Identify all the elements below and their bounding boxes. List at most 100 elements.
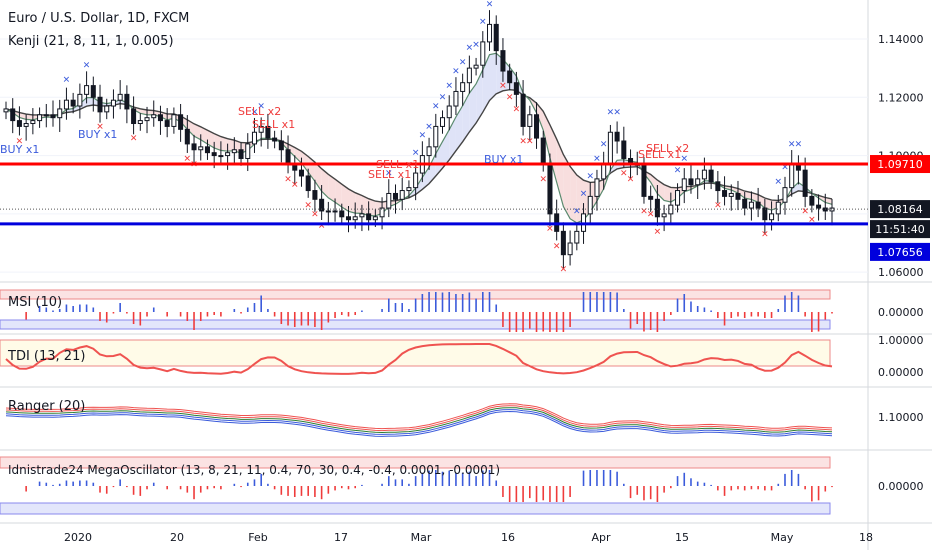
- cloud-segment: [26, 114, 33, 120]
- candle: [802, 157, 808, 208]
- buy-marker: ✕: [472, 41, 480, 51]
- buy-marker: ✕: [251, 108, 259, 118]
- buy-marker: ✕: [459, 58, 467, 68]
- ranger-line: [5, 409, 833, 435]
- candle: [265, 113, 271, 149]
- candle: [151, 100, 157, 127]
- candle: [43, 103, 49, 128]
- candle: [57, 99, 63, 132]
- candle-body: [453, 90, 459, 107]
- candle: [16, 106, 22, 136]
- candle: [204, 139, 210, 160]
- candle: [386, 179, 392, 218]
- buy-marker: ✕: [593, 154, 601, 164]
- candle: [534, 102, 540, 149]
- buy-marker: ✕: [432, 102, 440, 112]
- cloud-segment: [220, 136, 228, 152]
- svg-text:1.08164: 1.08164: [877, 203, 923, 216]
- candle-body: [722, 190, 728, 197]
- tdi-tick: 1.00000: [878, 334, 924, 347]
- candle-body: [104, 105, 110, 113]
- candle-body: [762, 207, 768, 221]
- candle: [614, 121, 620, 154]
- resistance-tag: 1.09710: [870, 155, 930, 174]
- candle-body: [500, 50, 506, 72]
- candle: [178, 103, 184, 142]
- candle-body: [272, 137, 278, 142]
- candle-body: [339, 210, 345, 218]
- candle-body: [352, 216, 358, 221]
- cloud-segment: [207, 130, 215, 148]
- time-axis[interactable]: 2020 20 Feb 17 Mar 16 Apr 15 May 18: [64, 531, 873, 544]
- buy-marker: ✕: [795, 140, 803, 150]
- candle-body: [70, 99, 76, 107]
- candle-body: [513, 82, 519, 95]
- candle-body: [319, 198, 325, 212]
- candle: [3, 101, 9, 120]
- sell-marker: ✕: [647, 210, 655, 220]
- candle-body: [446, 105, 452, 119]
- candle: [500, 38, 506, 82]
- candle-body: [769, 213, 775, 221]
- cloud-segment: [335, 179, 342, 208]
- candle-body: [184, 128, 190, 145]
- tdi-band: [0, 339, 831, 367]
- candle-body: [413, 172, 419, 189]
- buy-marker: ✕: [385, 169, 393, 179]
- sell-marker: ✕: [304, 201, 312, 211]
- candle-body: [110, 99, 116, 107]
- candle: [164, 108, 170, 138]
- candle: [520, 80, 526, 136]
- candle: [84, 71, 90, 104]
- candle-body: [607, 131, 613, 165]
- candle-body: [701, 169, 707, 180]
- candle-body: [540, 137, 546, 165]
- ranger-line: [5, 410, 833, 437]
- candle-body: [782, 187, 788, 203]
- candle-body: [251, 131, 257, 145]
- candle: [587, 182, 593, 223]
- candle: [675, 183, 681, 213]
- candle: [762, 199, 768, 234]
- cloud-segment: [147, 109, 154, 115]
- buy-marker: ✕: [452, 67, 460, 77]
- indicator-legend: Kenji (21, 8, 11, 1, 0.005): [8, 34, 174, 49]
- sell-marker: ✕: [16, 137, 24, 147]
- candle-body: [124, 93, 130, 110]
- candle-body: [312, 190, 318, 200]
- candle: [171, 107, 177, 134]
- buy-marker: ✕: [425, 122, 433, 132]
- buy-label: BUY x1: [484, 153, 523, 166]
- candle-body: [775, 201, 781, 215]
- candle-body: [695, 178, 701, 186]
- x-tick: 15: [675, 531, 689, 544]
- candle: [157, 105, 163, 135]
- buy-marker: ✕: [586, 172, 594, 182]
- candle-body: [567, 242, 573, 256]
- candle: [258, 117, 264, 147]
- candle-body: [231, 149, 237, 154]
- candle-body: [204, 146, 210, 154]
- candle: [480, 31, 486, 78]
- chart-title: Euro / U.S. Dollar, 1D, FXCM: [8, 11, 189, 26]
- cloud-segment: [429, 153, 436, 184]
- candle-body: [735, 192, 741, 200]
- buy-label: BUY x1: [78, 128, 117, 141]
- oscillators: [5, 292, 833, 502]
- candle: [90, 76, 96, 112]
- cloud-segment: [455, 105, 463, 151]
- candle-body: [466, 67, 472, 84]
- candle-body: [534, 114, 540, 139]
- slow-average-line: [5, 88, 833, 203]
- candle: [453, 77, 459, 116]
- buy-marker: ✕: [257, 102, 265, 112]
- buy-marker: ✕: [486, 0, 494, 10]
- buy-marker: ✕: [445, 82, 453, 92]
- buy-marker: ✕: [613, 108, 621, 118]
- buy-marker: ✕: [781, 163, 789, 173]
- candle: [742, 192, 748, 216]
- candle-body: [715, 181, 721, 192]
- candle-body: [621, 140, 627, 159]
- candle-body: [131, 108, 137, 125]
- candle: [433, 113, 439, 158]
